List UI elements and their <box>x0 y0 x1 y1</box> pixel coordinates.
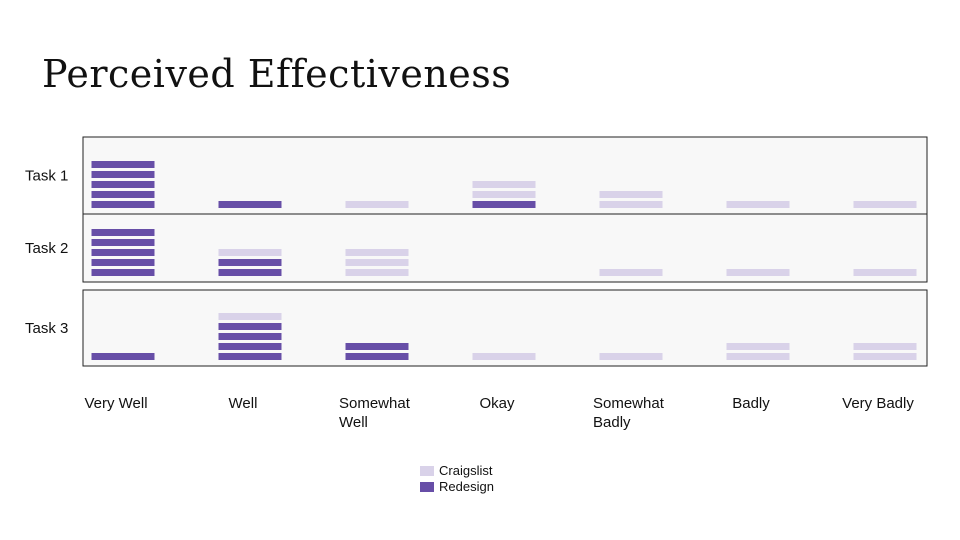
bar-task-1-somewhat-well-craigslist-1 <box>345 201 409 208</box>
bar-task-1-very-badly-craigslist-1 <box>853 201 917 208</box>
bar-task-3-okay-craigslist-1 <box>472 353 536 360</box>
bar-task-2-badly-craigslist-1 <box>726 269 790 276</box>
category-label-line: Okay <box>479 395 515 412</box>
category-label-badly: Badly <box>732 395 770 412</box>
bar-task-3-somewhat-well-redesign-1 <box>345 353 409 360</box>
bar-task-2-very-well-redesign-5 <box>91 229 155 236</box>
task-label-task-2: Task 2 <box>25 240 68 257</box>
bar-task-1-very-well-redesign-1 <box>91 201 155 208</box>
bar-task-3-very-badly-craigslist-2 <box>853 343 917 350</box>
bar-task-3-well-redesign-1 <box>218 353 282 360</box>
category-label-line: Somewhat <box>593 395 665 412</box>
bar-task-3-somewhat-well-redesign-2 <box>345 343 409 350</box>
bar-task-1-very-well-redesign-2 <box>91 191 155 198</box>
category-label-line: Well <box>339 414 368 431</box>
bar-task-1-okay-redesign-1 <box>472 201 536 208</box>
bar-task-3-well-redesign-4 <box>218 323 282 330</box>
bar-task-1-somewhat-badly-craigslist-1 <box>599 201 663 208</box>
category-label-very-badly: Very Badly <box>842 395 914 412</box>
category-label-somewhat-well: Somewhat Well <box>339 395 411 431</box>
category-label-line: Badly <box>593 414 631 431</box>
bar-task-2-somewhat-well-craigslist-1 <box>345 269 409 276</box>
bar-task-1-very-well-redesign-4 <box>91 171 155 178</box>
bar-task-2-very-well-redesign-4 <box>91 239 155 246</box>
bar-task-2-somewhat-well-craigslist-2 <box>345 259 409 266</box>
bar-task-1-okay-craigslist-2 <box>472 191 536 198</box>
category-label-very-well: Very Well <box>84 395 147 412</box>
panel-task-2 <box>82 213 928 283</box>
category-label-line: Well <box>229 395 258 412</box>
task-label-task-3: Task 3 <box>25 320 68 337</box>
bar-task-3-very-badly-craigslist-1 <box>853 353 917 360</box>
bar-task-1-badly-craigslist-1 <box>726 201 790 208</box>
bar-task-2-well-redesign-1 <box>218 269 282 276</box>
legend-label-redesign: Redesign <box>439 479 494 494</box>
bar-task-3-badly-craigslist-2 <box>726 343 790 350</box>
category-label-well: Well <box>229 395 258 412</box>
bar-task-2-very-well-redesign-3 <box>91 249 155 256</box>
bar-task-2-somewhat-badly-craigslist-1 <box>599 269 663 276</box>
bar-task-1-okay-craigslist-3 <box>472 181 536 188</box>
task-label-task-1: Task 1 <box>25 167 68 184</box>
bar-task-3-very-well-redesign-1 <box>91 353 155 360</box>
bar-task-2-very-badly-craigslist-1 <box>853 269 917 276</box>
bar-task-1-very-well-redesign-3 <box>91 181 155 188</box>
bar-task-3-somewhat-badly-craigslist-1 <box>599 353 663 360</box>
bar-task-2-somewhat-well-craigslist-3 <box>345 249 409 256</box>
bar-task-1-well-redesign-1 <box>218 201 282 208</box>
category-label-line: Somewhat <box>339 395 411 412</box>
bar-task-1-somewhat-badly-craigslist-2 <box>599 191 663 198</box>
bar-task-2-very-well-redesign-2 <box>91 259 155 266</box>
bar-task-2-well-redesign-2 <box>218 259 282 266</box>
bar-task-2-well-craigslist-3 <box>218 249 282 256</box>
bar-task-3-well-redesign-3 <box>218 333 282 340</box>
bar-task-3-well-craigslist-5 <box>218 313 282 320</box>
category-label-somewhat-badly: Somewhat Badly <box>593 395 665 431</box>
bar-task-1-very-well-redesign-5 <box>91 161 155 168</box>
category-label-line: Very Badly <box>842 395 914 412</box>
legend-label-craigslist: Craigslist <box>439 463 493 478</box>
bar-task-3-badly-craigslist-1 <box>726 353 790 360</box>
category-label-line: Badly <box>732 395 770 412</box>
legend-swatch-redesign <box>420 482 434 492</box>
legend-swatch-craigslist <box>420 466 434 476</box>
bar-task-3-well-redesign-2 <box>218 343 282 350</box>
chart-title: Perceived Effectiveness <box>42 52 512 96</box>
bar-task-2-very-well-redesign-1 <box>91 269 155 276</box>
category-label-line: Very Well <box>84 395 147 412</box>
category-label-okay: Okay <box>479 395 515 412</box>
